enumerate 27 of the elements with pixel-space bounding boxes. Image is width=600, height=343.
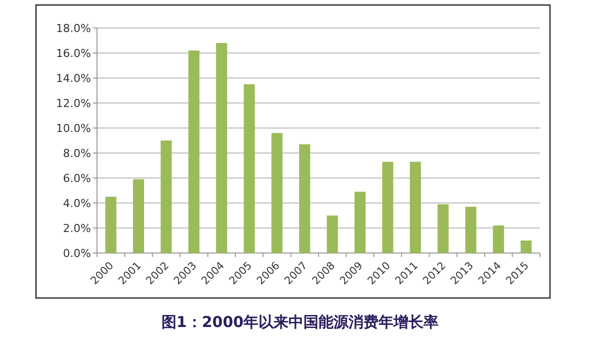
bar <box>326 216 338 253</box>
bar <box>382 162 394 253</box>
bar <box>105 196 116 253</box>
bar <box>354 192 366 253</box>
bar <box>492 226 504 253</box>
y-tick-label: 14.0% <box>56 72 91 85</box>
y-tick-label: 12.0% <box>56 97 91 110</box>
bar <box>188 50 200 253</box>
y-tick-label: 6.0% <box>63 172 91 185</box>
bar <box>244 84 255 253</box>
y-tick-label: 10.0% <box>56 122 91 135</box>
bar <box>520 240 532 253</box>
bar <box>299 144 310 253</box>
bar <box>160 140 172 253</box>
y-tick-label: 18.0% <box>56 22 91 35</box>
bar <box>438 204 449 253</box>
y-tick-label: 2.0% <box>63 222 91 235</box>
y-tick-label: 4.0% <box>63 197 91 210</box>
bar <box>132 179 144 253</box>
y-tick-label: 0.0% <box>63 247 91 260</box>
bar <box>216 43 228 253</box>
y-tick-label: 8.0% <box>63 147 91 160</box>
bar <box>271 133 283 253</box>
bar <box>410 162 421 253</box>
bar <box>465 206 476 253</box>
y-tick-label: 16.0% <box>56 47 91 60</box>
text: 图1：2000年以来中国能源消费年增长率 <box>161 313 439 331</box>
